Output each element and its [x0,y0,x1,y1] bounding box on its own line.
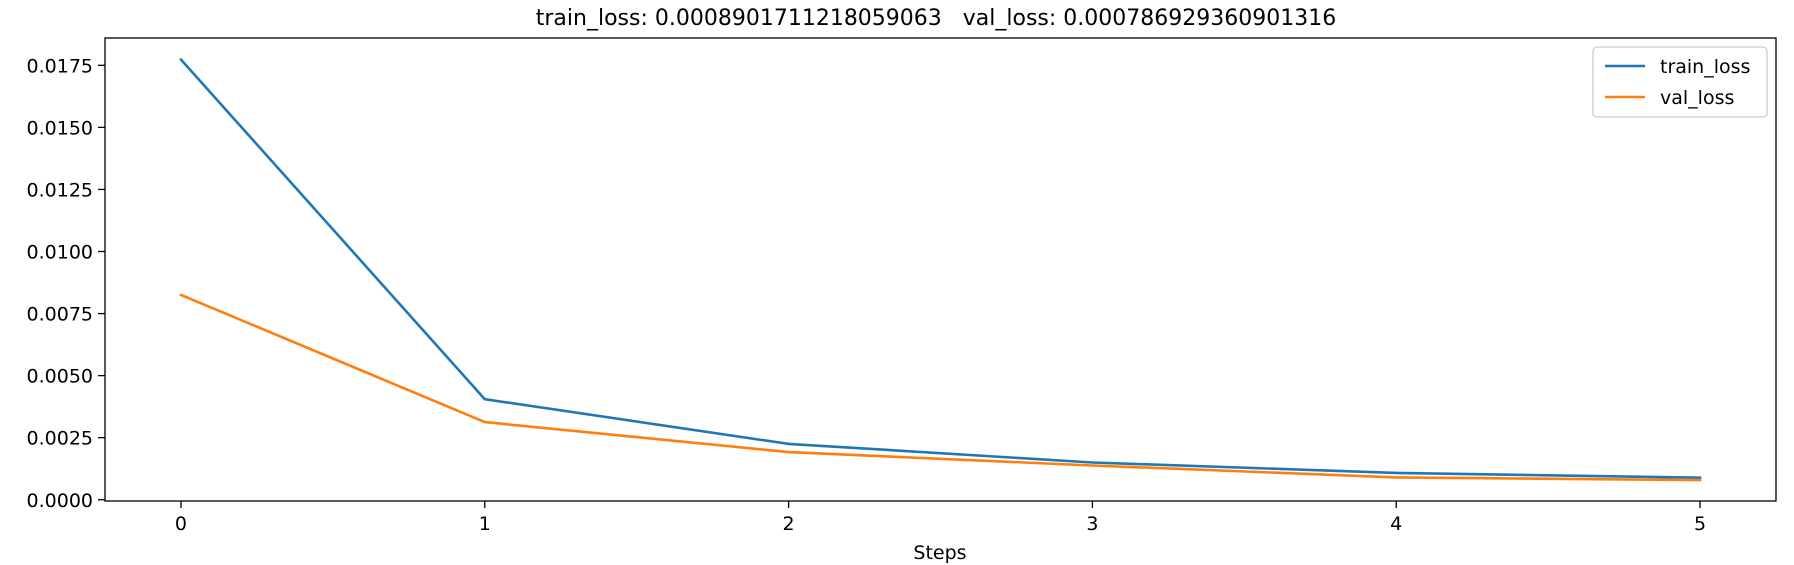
y-tick-label: 0.0000 [27,490,93,512]
plot-frame [104,37,1777,502]
y-tick-label: 0.0175 [27,55,93,77]
y-tick-label: 0.0025 [27,428,93,450]
x-tick-label: 0 [175,513,187,535]
x-tick-label: 3 [1086,513,1098,535]
x-tick-label: 2 [783,513,795,535]
series-line-val-loss [179,293,1702,482]
x-axis-label: Steps [913,542,966,564]
series-line-train-loss [179,57,1702,480]
y-tick-label: 0.0150 [27,117,93,139]
legend: train_loss val_loss [1592,46,1768,118]
chart-title: train_loss: 0.0008901711218059063 val_lo… [536,6,1336,31]
y-tick-label: 0.0125 [27,179,93,201]
x-tick-label: 1 [479,513,491,535]
y-tick-label: 0.0075 [27,304,93,326]
x-tick-label: 4 [1390,513,1402,535]
legend-label: val_loss [1660,87,1734,109]
plot-lines [179,57,1702,482]
y-tick-label: 0.0050 [27,366,93,388]
legend-box [1592,46,1768,118]
legend-label: train_loss [1660,56,1750,78]
x-tick-label: 5 [1694,513,1706,535]
x-axis: 0 1 2 3 4 5 [175,501,1706,535]
y-axis: 0.0000 0.0025 0.0050 0.0075 0.0100 0.0125 0.01… [27,55,105,512]
y-tick-label: 0.0100 [27,242,93,264]
